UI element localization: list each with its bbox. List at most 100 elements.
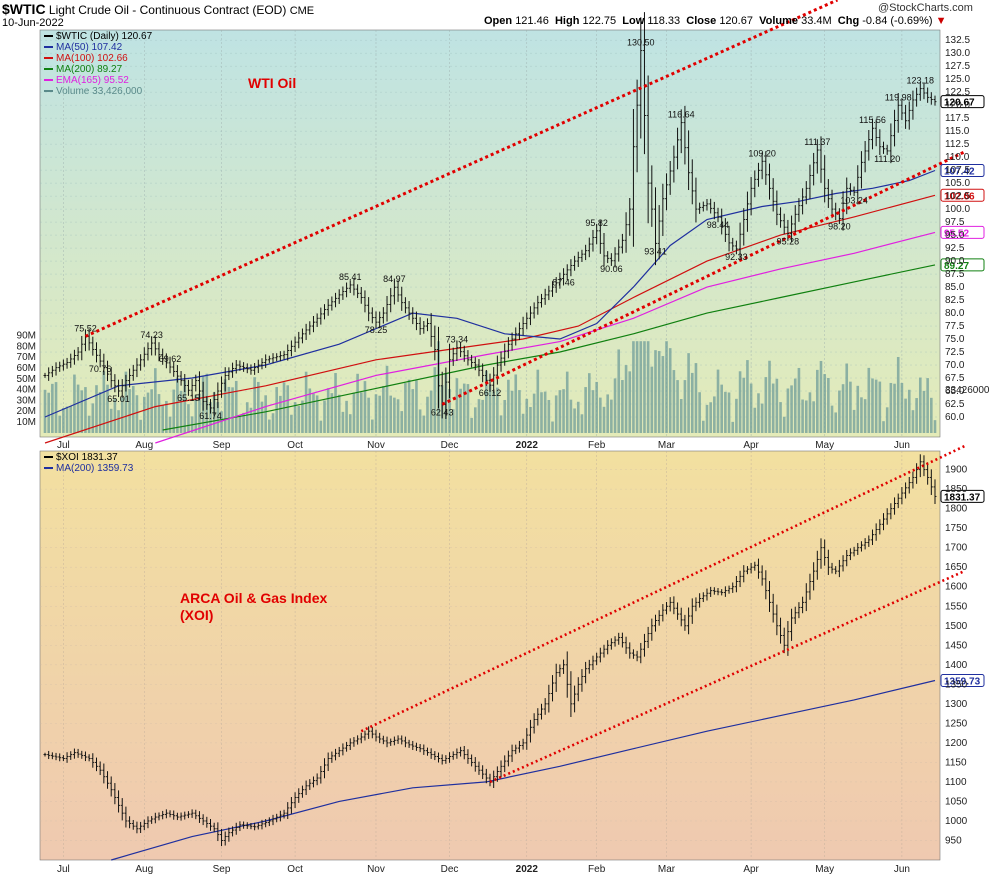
legend-swatch	[44, 456, 53, 459]
wti-data-label: 66.12	[479, 388, 502, 398]
legend-text: $XOI 1831.37	[56, 452, 118, 463]
volume-bar	[510, 390, 514, 433]
volume-bar	[231, 387, 234, 433]
wti-trendline	[84, 0, 839, 338]
top-legend-entry: MA(100) 102.66	[44, 53, 152, 64]
volume-bar	[812, 401, 815, 433]
volume-bar	[911, 410, 915, 433]
volume-bar	[154, 368, 157, 433]
volume-bar	[576, 401, 580, 433]
wti-data-label: 73.34	[446, 335, 469, 345]
top-y-tick-label: 100.0	[945, 204, 970, 215]
xoi-annotation: ARCA Oil & Gas Index (XOI)	[180, 590, 327, 624]
volume-bar	[260, 401, 264, 433]
volume-bar	[146, 392, 150, 433]
volume-bar	[176, 377, 179, 433]
wti-data-label: 84.97	[383, 274, 406, 284]
volume-bar	[863, 399, 867, 433]
volume-bar	[65, 406, 69, 433]
volume-bar	[407, 379, 411, 433]
volume-bar	[573, 408, 576, 433]
volume-bar	[698, 392, 701, 433]
volume-bar	[459, 388, 462, 433]
legend-swatch	[44, 46, 53, 49]
volume-bar	[264, 395, 267, 433]
volume-bar	[337, 394, 341, 433]
bottom-x-tick-label: Jul	[57, 864, 70, 875]
wti-data-label: 75.52	[74, 323, 97, 333]
volume-bar	[466, 384, 470, 433]
top-y-tick-label: 117.5	[945, 113, 970, 124]
volume-bar	[301, 400, 304, 433]
volume-bar	[433, 367, 437, 433]
wti-last-value-tag: 102.66	[944, 191, 975, 202]
volume-bar	[102, 371, 106, 433]
volume-bar	[418, 409, 422, 433]
volume-bar	[753, 407, 757, 433]
change-value: -0.84 (-0.69%)	[862, 15, 933, 27]
wti-last-value-tag: 89.27	[944, 261, 969, 272]
volume-bar	[543, 391, 547, 433]
volume-bar	[341, 411, 345, 433]
volume-bar	[422, 415, 426, 433]
volume-bar	[396, 399, 400, 433]
volume-bar	[676, 380, 679, 433]
volume-bar	[657, 351, 661, 433]
volume-label: Volume	[759, 15, 799, 27]
volume-bar	[371, 419, 374, 433]
volume-bar	[58, 415, 62, 433]
legend-text: EMA(165) 95.52	[56, 75, 129, 86]
volume-bar	[720, 384, 723, 433]
volume-bar	[882, 421, 885, 433]
volume-bar	[731, 421, 735, 433]
volume-bar	[646, 341, 650, 433]
volume-bar	[242, 412, 245, 433]
legend-swatch	[44, 57, 53, 60]
volume-bar	[315, 395, 319, 433]
volume-bar	[632, 341, 635, 433]
top-y-tick-label: 85.0	[945, 282, 965, 293]
volume-bar	[915, 398, 918, 433]
volume-bar	[326, 388, 330, 433]
wti-data-label: 115.56	[859, 115, 886, 125]
watermark: @StockCharts.com	[878, 2, 973, 14]
top-x-tick-label: Sep	[213, 440, 231, 451]
top-y-tick-label: 60.0	[945, 412, 965, 423]
volume-bar	[702, 420, 705, 433]
volume-bar	[672, 370, 676, 433]
volume-bar	[183, 380, 187, 433]
bottom-y-tick-label: 1800	[945, 504, 968, 515]
bottom-x-tick-label: Oct	[287, 864, 303, 875]
wti-data-label: 103.24	[840, 195, 868, 205]
bottom-y-tick-label: 1000	[945, 816, 968, 827]
volume-bar	[816, 369, 819, 433]
volume-bar	[690, 372, 694, 433]
volume-bar	[345, 400, 348, 433]
volume-bar	[304, 371, 308, 433]
volume-bar	[257, 381, 260, 433]
legend-swatch	[44, 35, 53, 38]
xoi-trendline	[360, 445, 965, 733]
top-legend-entry: MA(200) 89.27	[44, 64, 152, 75]
wti-last-value-tag-box	[940, 95, 985, 109]
volume-bar	[617, 349, 621, 433]
volume-bar	[709, 402, 712, 433]
volume-bar	[268, 419, 271, 433]
volume-bar	[551, 421, 554, 433]
xoi-last-value-tag-box	[940, 674, 985, 688]
low-value: 118.33	[647, 15, 681, 27]
volume-bar	[106, 384, 109, 433]
volume-bar	[540, 392, 543, 433]
xoi-last-value-tag: 1831.37	[944, 492, 981, 503]
volume-bar	[587, 373, 591, 433]
top-x-tick-label: Mar	[658, 440, 676, 451]
volume-tick-label: 50M	[17, 374, 36, 385]
top-y-tick-label: 92.5	[945, 243, 965, 254]
volume-bar	[120, 397, 124, 433]
bottom-x-tick-label: Jun	[894, 864, 910, 875]
volume-bar	[451, 409, 455, 433]
volume-bar	[918, 377, 922, 433]
volume-bar	[735, 398, 738, 433]
volume-bar	[348, 414, 352, 433]
